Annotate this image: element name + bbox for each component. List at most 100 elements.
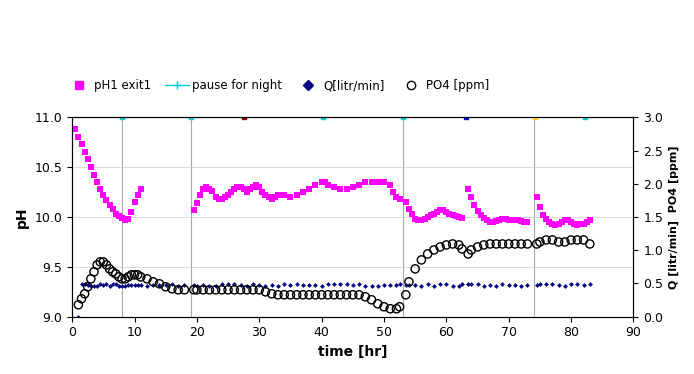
Point xyxy=(572,281,583,287)
Point xyxy=(403,206,414,212)
Point xyxy=(73,134,84,140)
Point xyxy=(550,222,561,228)
Point xyxy=(291,282,302,288)
Point xyxy=(372,179,383,185)
Point xyxy=(82,156,93,162)
Point xyxy=(522,282,533,288)
Point xyxy=(553,239,564,245)
Point xyxy=(85,283,96,289)
Point xyxy=(126,272,137,278)
Point xyxy=(123,274,134,280)
Point xyxy=(359,179,371,185)
Point xyxy=(447,212,458,218)
Point xyxy=(69,126,81,132)
Point xyxy=(441,242,452,248)
Point xyxy=(438,207,449,213)
Point xyxy=(316,283,327,289)
Point xyxy=(566,219,577,225)
Point xyxy=(522,241,533,247)
Point xyxy=(581,219,592,225)
Point xyxy=(229,186,240,192)
Point xyxy=(73,302,84,308)
Point xyxy=(403,279,414,285)
Point xyxy=(531,194,542,200)
Point xyxy=(559,239,570,245)
Point xyxy=(568,221,579,227)
Point xyxy=(210,287,221,293)
Point xyxy=(391,306,402,312)
Point xyxy=(303,282,314,288)
Point xyxy=(419,216,430,222)
Point xyxy=(522,219,533,225)
Point xyxy=(472,281,483,287)
Point xyxy=(113,213,124,219)
Point xyxy=(204,186,215,192)
Point xyxy=(76,296,87,302)
Point xyxy=(229,281,240,287)
Point xyxy=(556,219,567,225)
Point xyxy=(400,282,412,288)
Point xyxy=(447,241,458,247)
Point xyxy=(79,281,90,287)
Point xyxy=(254,282,265,288)
Point xyxy=(457,281,468,287)
Point xyxy=(173,287,184,293)
Point xyxy=(322,292,333,298)
Point xyxy=(279,192,290,198)
Point xyxy=(341,186,352,192)
Point xyxy=(297,282,308,288)
Point xyxy=(518,219,530,225)
Point xyxy=(179,282,190,288)
Point xyxy=(217,196,228,202)
Point xyxy=(223,287,234,293)
Point xyxy=(388,189,399,195)
Point xyxy=(219,194,230,200)
Point xyxy=(269,194,280,200)
Point xyxy=(154,282,165,288)
Point xyxy=(244,186,255,192)
Point xyxy=(513,217,524,223)
Point xyxy=(584,241,595,247)
Point xyxy=(347,282,358,288)
Point xyxy=(104,202,115,208)
Point xyxy=(310,282,321,288)
Point xyxy=(260,283,271,289)
Point xyxy=(266,282,278,288)
Point xyxy=(260,289,271,295)
Point xyxy=(132,282,143,288)
Point xyxy=(94,186,105,192)
Point xyxy=(472,208,483,214)
Point xyxy=(507,217,518,223)
Point xyxy=(254,287,265,293)
Point xyxy=(303,186,314,192)
Point xyxy=(98,259,109,265)
Point xyxy=(113,282,124,288)
Point xyxy=(303,292,314,298)
Point xyxy=(273,292,284,298)
Point xyxy=(316,292,327,298)
Point xyxy=(537,212,548,218)
Point xyxy=(516,283,527,289)
Point xyxy=(547,221,558,227)
Point xyxy=(322,182,333,188)
Point xyxy=(76,141,87,147)
Point xyxy=(142,283,153,289)
Point xyxy=(469,202,480,208)
Point xyxy=(135,282,146,288)
Point xyxy=(359,283,371,289)
Point xyxy=(179,287,190,293)
Point xyxy=(316,179,327,185)
Point xyxy=(428,283,439,289)
Point xyxy=(192,283,203,289)
Point xyxy=(466,247,477,253)
Point xyxy=(457,215,468,221)
Point xyxy=(366,179,377,185)
Point xyxy=(478,283,489,289)
Point xyxy=(482,217,493,223)
Point xyxy=(92,179,103,185)
Point xyxy=(566,281,577,287)
Point xyxy=(223,281,234,287)
Point xyxy=(409,216,421,222)
Point xyxy=(248,281,259,287)
Point xyxy=(129,282,140,288)
